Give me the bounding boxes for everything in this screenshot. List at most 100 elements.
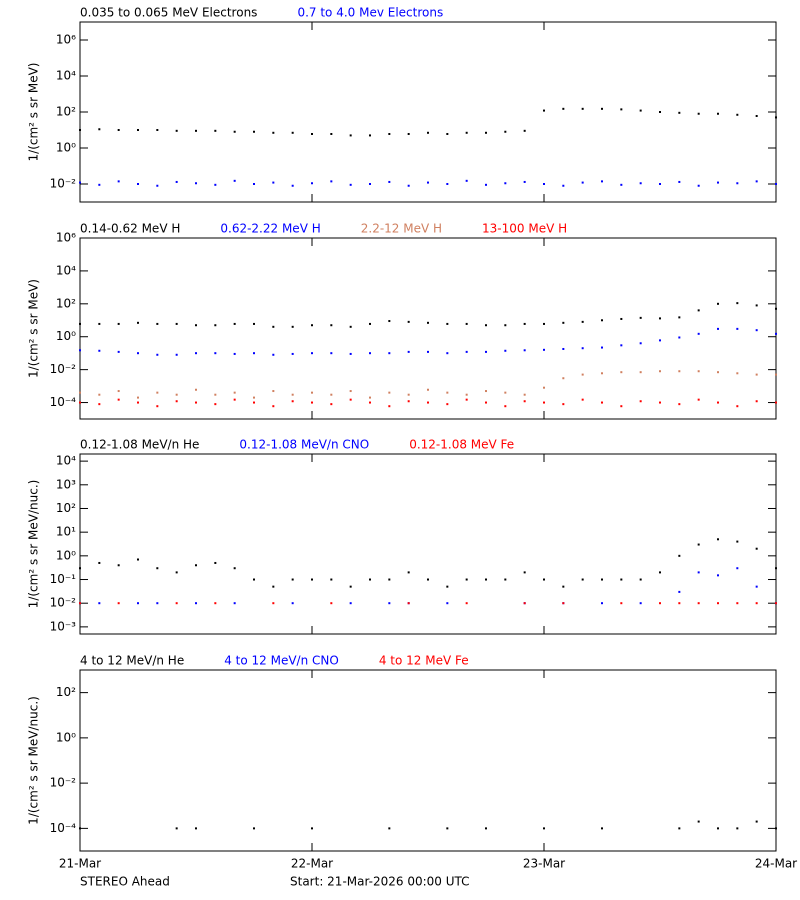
data-point (388, 391, 391, 394)
data-point (697, 543, 700, 546)
data-point (678, 403, 681, 406)
data-point (388, 405, 391, 408)
y-axis-label: 1/(cm² s sr MeV) (27, 279, 41, 378)
data-point (678, 316, 681, 319)
data-point (137, 602, 139, 605)
data-point (427, 350, 429, 353)
data-point (369, 578, 371, 581)
data-point (620, 405, 623, 408)
data-point (717, 574, 719, 577)
data-point (117, 602, 120, 605)
data-point (736, 327, 739, 330)
data-point (349, 352, 352, 355)
data-point (736, 540, 739, 543)
data-point (485, 131, 487, 134)
data-point (311, 324, 313, 327)
data-point (195, 182, 197, 185)
data-point (98, 393, 101, 396)
data-point (639, 342, 642, 345)
data-point (427, 388, 429, 391)
data-point (175, 353, 178, 356)
data-point (446, 322, 449, 325)
data-point (523, 400, 526, 403)
data-point (601, 401, 603, 404)
data-point (775, 183, 777, 185)
data-point (485, 324, 487, 327)
data-point (717, 602, 719, 605)
data-point (697, 112, 700, 115)
data-point (272, 602, 275, 605)
data-point (755, 602, 758, 605)
data-point (678, 590, 681, 593)
data-point (233, 130, 236, 133)
data-point (369, 322, 371, 325)
data-point (601, 346, 603, 349)
data-point (137, 183, 139, 185)
data-point (407, 393, 410, 396)
data-point (678, 111, 681, 114)
data-point (407, 320, 410, 323)
data-point (620, 602, 623, 605)
legend-entry: 2.2-12 MeV H (361, 222, 442, 236)
data-point (330, 602, 333, 605)
data-point (504, 349, 507, 352)
data-point (195, 352, 197, 355)
data-point (214, 324, 217, 327)
data-point (272, 353, 275, 356)
data-point (775, 373, 777, 376)
data-point (175, 571, 178, 574)
data-point (465, 131, 468, 134)
data-point (79, 401, 81, 404)
data-point (272, 181, 275, 184)
data-point (562, 403, 565, 406)
data-point (311, 401, 313, 404)
data-point (446, 391, 449, 394)
data-point (504, 391, 507, 394)
data-point (639, 182, 642, 185)
data-point (98, 128, 101, 131)
legend-entry: 0.035 to 0.065 MeV Electrons (80, 6, 257, 20)
data-point (659, 317, 661, 320)
data-point (678, 180, 681, 183)
data-point (659, 370, 661, 373)
data-point (659, 602, 661, 605)
data-point (214, 129, 217, 132)
x-tick-label: 23-Mar (523, 857, 565, 871)
data-point (214, 403, 217, 406)
footer-center: Start: 21-Mar-2026 00:00 UTC (290, 875, 470, 889)
data-point (233, 322, 236, 325)
data-point (214, 602, 217, 605)
data-point (485, 827, 487, 830)
data-point (620, 183, 623, 186)
data-point (214, 352, 217, 355)
y-axis-label: 1/(cm² s sr MeV/nuc.) (27, 480, 41, 609)
y-tick-label: 10² (56, 501, 76, 515)
data-point (233, 602, 236, 605)
data-point (156, 129, 159, 131)
data-point (79, 391, 81, 394)
data-point (117, 322, 120, 325)
plot-frame (79, 237, 777, 420)
data-point (195, 401, 197, 404)
y-tick-label: 10⁻² (50, 177, 77, 191)
data-point (291, 400, 294, 403)
data-point (427, 578, 429, 581)
data-point (659, 339, 661, 342)
data-point (117, 390, 120, 393)
data-point (717, 112, 719, 115)
data-point (465, 179, 468, 182)
data-point (388, 180, 391, 183)
data-point (253, 396, 255, 399)
data-point (156, 567, 159, 570)
data-point (156, 184, 159, 187)
y-tick-label: 10⁰ (56, 329, 76, 343)
data-point (233, 567, 236, 570)
data-point (311, 578, 313, 581)
data-point (620, 317, 623, 320)
data-point (678, 554, 681, 557)
data-point (175, 400, 178, 403)
data-point (755, 180, 758, 183)
data-point (407, 400, 410, 403)
legend-entry: 4 to 12 MeV/n He (80, 654, 184, 668)
